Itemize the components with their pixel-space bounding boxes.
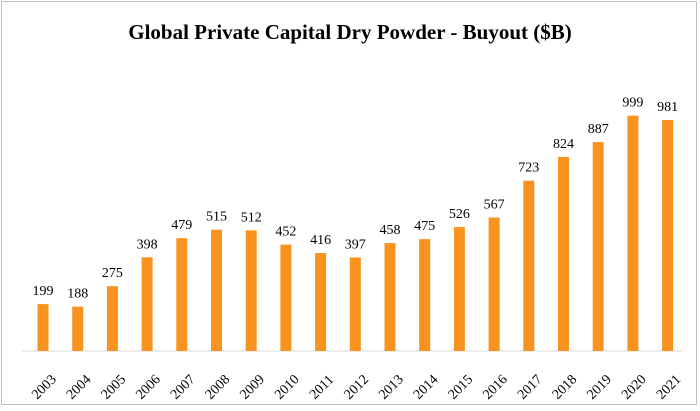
data-label-2008: 515 [206, 210, 227, 225]
x-tick-labels-group: 2003 2004 2005 2006 2007 2008 2009 2010 2011 2012… [29, 372, 684, 402]
chart-title: Global Private Capital Dry Powder - Buyo… [128, 20, 572, 44]
x-tick-label-2010: 2010 [272, 372, 302, 402]
x-tick-label-2003: 2003 [29, 372, 59, 402]
x-tick-label-2006: 2006 [133, 372, 163, 402]
data-label-2011: 416 [310, 233, 331, 248]
bar-2003 [37, 304, 49, 351]
bar-2021 [662, 120, 674, 351]
bar-2004 [72, 306, 84, 351]
bar-2007 [176, 238, 188, 351]
bar-2005 [106, 286, 118, 351]
data-label-2015: 526 [449, 207, 470, 222]
x-tick-label-2015: 2015 [446, 372, 476, 402]
bar-2015 [453, 227, 465, 351]
bar-chart: Global Private Capital Dry Powder - Buyo… [22, 20, 684, 403]
bar-2019 [592, 142, 604, 351]
bar-2017 [523, 180, 535, 351]
data-label-2020: 999 [622, 96, 643, 111]
data-label-2003: 199 [33, 284, 54, 299]
data-label-2018: 824 [553, 137, 574, 152]
data-label-2004: 188 [67, 287, 88, 302]
data-label-2016: 567 [484, 198, 505, 213]
data-labels-group: 199 188 275 398 479 515 512 452 416 397 458 475 526 5… [33, 96, 679, 302]
data-label-2017: 723 [518, 161, 539, 176]
data-label-2009: 512 [241, 210, 262, 225]
x-tick-label-2016: 2016 [480, 372, 510, 402]
data-label-2014: 475 [414, 219, 435, 234]
x-tick-label-2020: 2020 [619, 372, 649, 402]
bar-2006 [141, 257, 153, 351]
bar-2016 [488, 217, 500, 351]
bar-2009 [245, 230, 257, 351]
x-tick-label-2014: 2014 [411, 372, 441, 402]
data-label-2006: 398 [137, 237, 158, 252]
data-label-2013: 458 [380, 223, 401, 238]
bar-2018 [558, 156, 569, 351]
bar-2011 [315, 253, 327, 351]
x-tick-label-2018: 2018 [550, 372, 580, 402]
x-tick-label-2004: 2004 [64, 372, 94, 402]
x-tick-label-2021: 2021 [654, 372, 684, 402]
data-label-2019: 887 [588, 122, 609, 137]
data-label-2012: 397 [345, 238, 366, 253]
x-tick-label-2007: 2007 [168, 372, 198, 402]
data-label-2007: 479 [171, 218, 192, 233]
bar-2013 [384, 243, 396, 351]
chart-frame: Global Private Capital Dry Powder - Buyo… [1, 1, 697, 405]
bar-2012 [349, 257, 361, 351]
x-tick-label-2011: 2011 [307, 373, 337, 403]
bar-2014 [419, 239, 431, 351]
bars-group [37, 115, 674, 351]
x-tick-label-2009: 2009 [238, 372, 268, 402]
x-tick-label-2017: 2017 [515, 372, 545, 402]
data-label-2005: 275 [102, 266, 123, 281]
x-tick-label-2019: 2019 [585, 372, 615, 402]
x-tick-label-2005: 2005 [99, 372, 129, 402]
data-label-2010: 452 [275, 225, 296, 240]
x-tick-label-2008: 2008 [203, 372, 233, 402]
bar-2010 [280, 244, 292, 351]
data-label-2021: 981 [657, 100, 678, 115]
bar-2008 [211, 229, 222, 351]
x-tick-label-2012: 2012 [342, 372, 372, 402]
bar-2020 [627, 115, 639, 351]
x-tick-label-2013: 2013 [376, 372, 406, 402]
